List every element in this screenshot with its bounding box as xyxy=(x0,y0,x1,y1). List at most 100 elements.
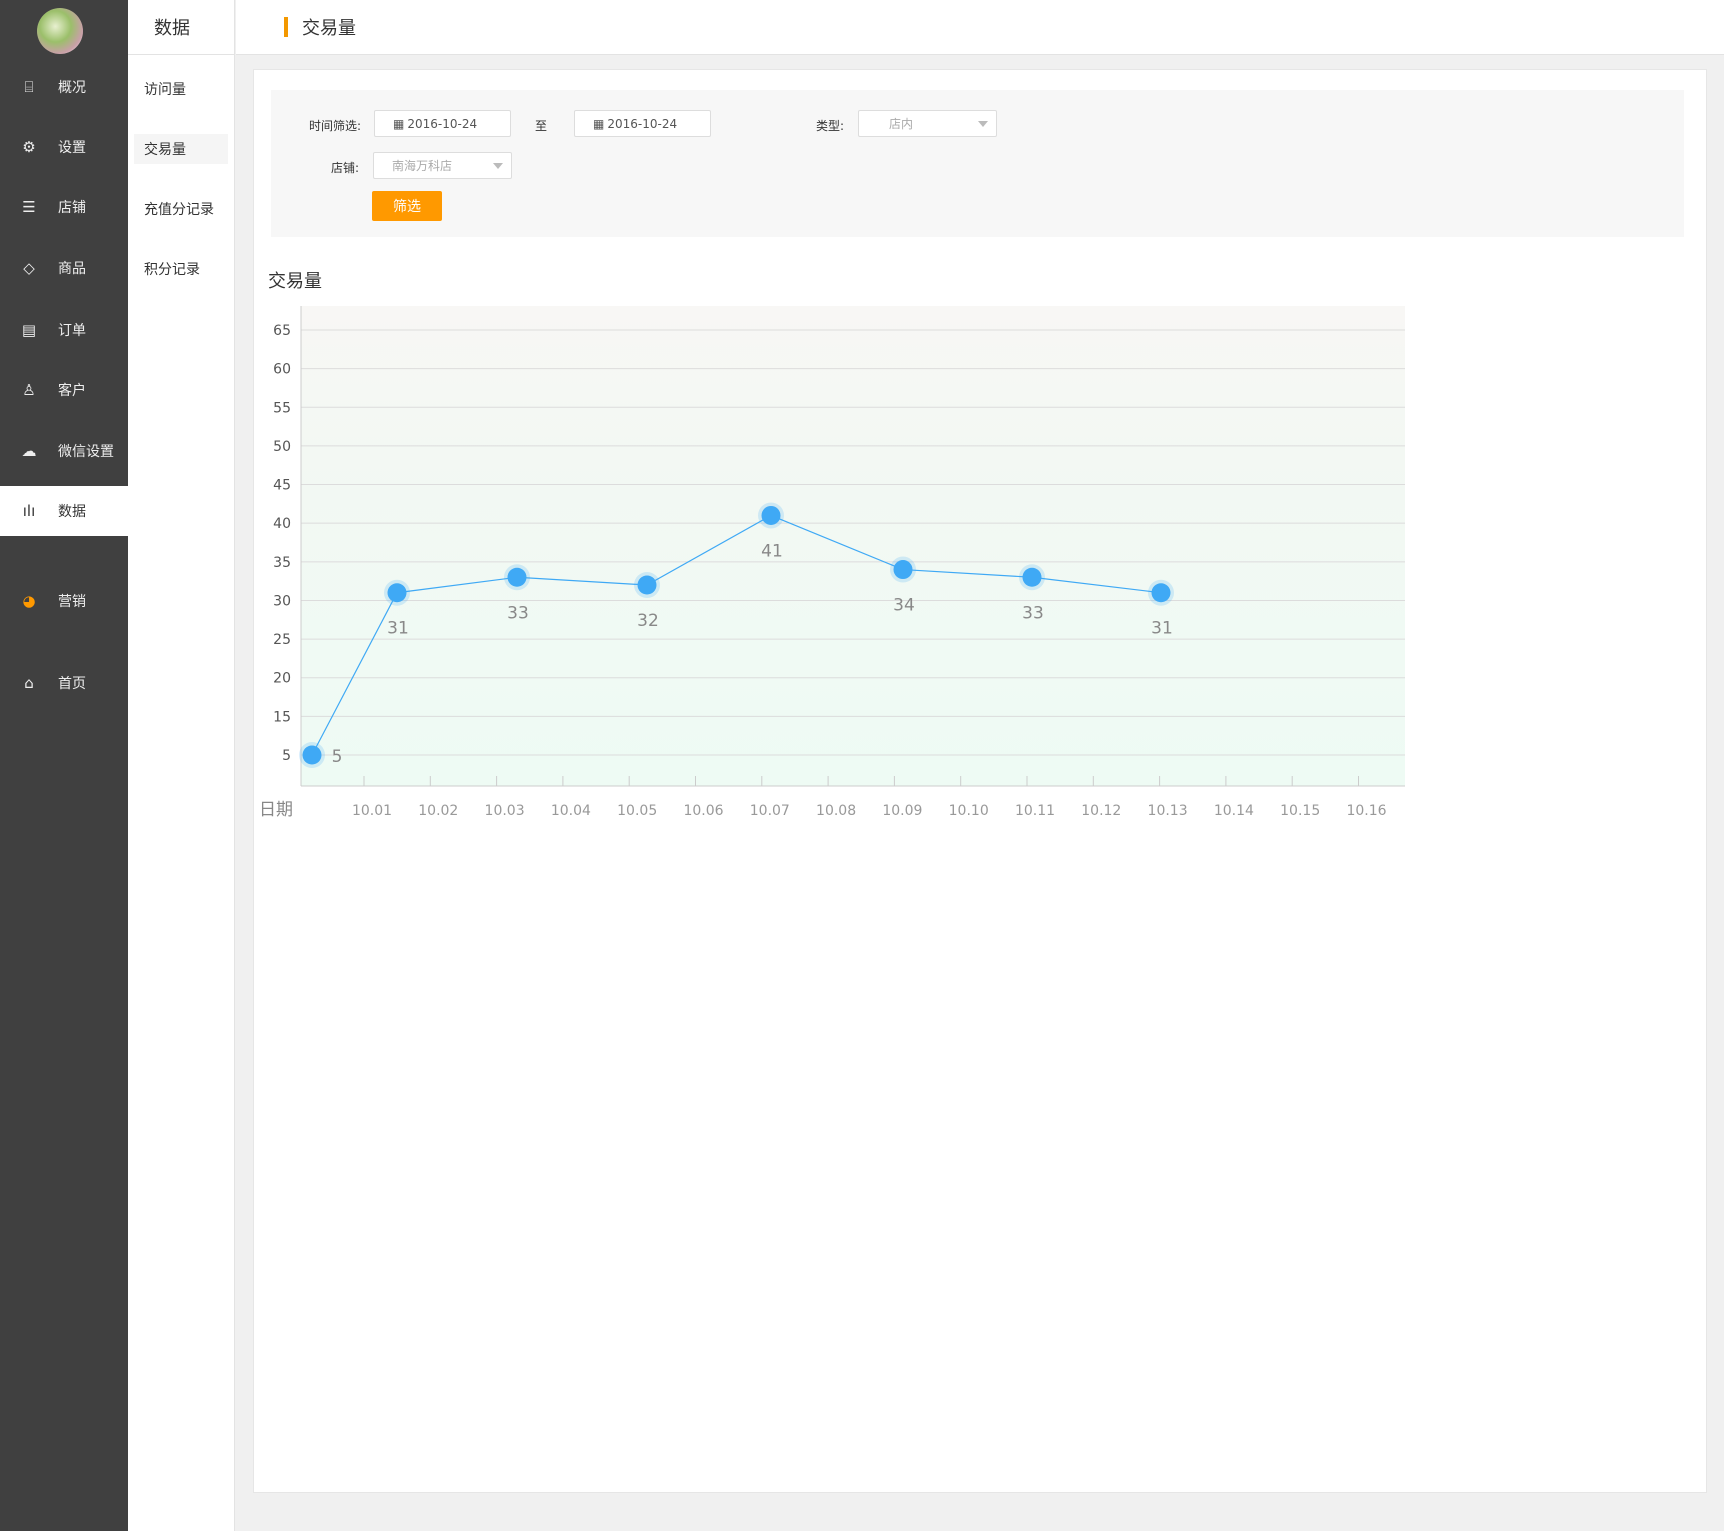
x-tick-label: 10.16 xyxy=(1346,803,1386,819)
x-tick-label: 10.08 xyxy=(816,803,856,819)
y-tick-label: 25 xyxy=(273,632,291,648)
user-icon: ♙ xyxy=(22,381,36,399)
x-tick-label: 10.06 xyxy=(683,803,723,819)
presentation-chart-icon: ⌸ xyxy=(24,78,34,96)
sidebar-item-2[interactable]: ☰ 店铺 xyxy=(0,185,128,229)
y-tick-label: 60 xyxy=(273,362,291,378)
sidebar-item-label: 订单 xyxy=(58,323,86,339)
sidebar-item-label: 营销 xyxy=(58,594,86,610)
sidebar-item-label: 微信设置 xyxy=(58,444,114,460)
data-point[interactable] xyxy=(507,567,527,587)
store-icon: ☰ xyxy=(22,198,36,216)
y-tick-label: 55 xyxy=(273,400,291,416)
data-point[interactable] xyxy=(1022,567,1042,587)
sidebar-item-8[interactable]: ◕ 营销 xyxy=(0,579,128,623)
sidebar-item-3[interactable]: ◇ 商品 xyxy=(0,246,128,290)
x-axis-label: 日期 xyxy=(259,800,293,820)
y-tick-label: 40 xyxy=(273,516,291,532)
data-label: 32 xyxy=(637,611,659,631)
data-label: 31 xyxy=(1151,619,1173,639)
x-tick-label: 10.13 xyxy=(1148,803,1188,819)
sidebar-item-label: 概况 xyxy=(58,80,86,96)
data-point[interactable] xyxy=(893,560,913,580)
pie-icon: ◕ xyxy=(22,592,36,610)
data-label: 41 xyxy=(761,541,783,561)
subnav-item-0[interactable]: 访问量 xyxy=(134,74,228,104)
content-card: 时间筛选: ▦ 2016-10-24 至 ▦ 2016-10-24 类型: 店内 店… xyxy=(253,69,1707,1493)
data-point[interactable] xyxy=(637,575,657,595)
calendar-icon: ▦ xyxy=(393,116,405,131)
x-tick-label: 10.07 xyxy=(750,803,790,819)
plot-area xyxy=(301,306,1405,786)
main-sidebar: ⌸ 概况 ⚙ 设置 ☰ 店铺 ◇ 商品 ▤ 订单 ♙ 客户 ☁ 微信设置 ılı 数据 ◕ 营销 ⌂ 首页 xyxy=(0,0,128,1531)
sidebar-item-5[interactable]: ♙ 客户 xyxy=(0,368,128,412)
data-label: 33 xyxy=(507,603,529,623)
data-point[interactable] xyxy=(302,745,322,765)
data-point[interactable] xyxy=(1151,583,1171,603)
sidebar-item-9[interactable]: ⌂ 首页 xyxy=(0,661,128,705)
accent-bar xyxy=(284,17,288,37)
x-tick-label: 10.09 xyxy=(882,803,922,819)
data-label: 31 xyxy=(387,619,409,639)
x-tick-label: 10.05 xyxy=(617,803,657,819)
x-tick-label: 10.04 xyxy=(551,803,591,819)
line-chart: 5 15 20 25 30 35 40 45 50 55 60 65 日期 10.01 10.02 10.03… xyxy=(259,306,1405,820)
subnav-item-1[interactable]: 交易量 xyxy=(134,134,228,164)
x-tick-label: 10.03 xyxy=(485,803,525,819)
sidebar-item-7[interactable]: ılı 数据 xyxy=(0,486,128,536)
sidebar-item-label: 店铺 xyxy=(58,200,86,216)
data-point[interactable] xyxy=(387,583,407,603)
sidebar-item-0[interactable]: ⌸ 概况 xyxy=(0,65,128,109)
chevron-down-icon xyxy=(978,121,988,127)
store-select[interactable]: 南海万科店 xyxy=(373,152,512,179)
y-tick-label: 65 xyxy=(273,323,291,339)
subnav-item-label: 积分记录 xyxy=(144,262,200,278)
x-tick-label: 10.14 xyxy=(1214,803,1254,819)
page-title: 交易量 xyxy=(302,18,356,39)
y-tick-label: 30 xyxy=(273,593,291,609)
sidebar-item-1[interactable]: ⚙ 设置 xyxy=(0,125,128,169)
filter-button[interactable]: 筛选 xyxy=(372,191,442,221)
end-date-input[interactable]: ▦ 2016-10-24 xyxy=(574,110,711,137)
wechat-icon: ☁ xyxy=(21,442,37,460)
chevron-down-icon xyxy=(493,163,503,169)
type-select[interactable]: 店内 xyxy=(858,110,997,137)
sidebar-item-4[interactable]: ▤ 订单 xyxy=(0,308,128,352)
sidebar-item-label: 客户 xyxy=(58,383,86,399)
sidebar-item-label: 设置 xyxy=(58,140,86,156)
x-tick-label: 10.01 xyxy=(352,803,392,819)
x-tick-label: 10.10 xyxy=(949,803,989,819)
page-header: 交易量 xyxy=(236,0,1724,55)
list-icon: ▤ xyxy=(21,321,37,339)
x-tick-label: 10.15 xyxy=(1280,803,1320,819)
home-icon: ⌂ xyxy=(24,674,34,692)
subnav-item-2[interactable]: 充值分记录 xyxy=(134,194,228,224)
y-tick-label: 45 xyxy=(273,478,291,494)
filter-panel: 时间筛选: ▦ 2016-10-24 至 ▦ 2016-10-24 类型: 店内 店… xyxy=(271,90,1684,237)
tag-icon: ◇ xyxy=(23,259,35,277)
data-label: 33 xyxy=(1022,603,1044,623)
sidebar-item-label: 数据 xyxy=(58,504,86,520)
start-date-input[interactable]: ▦ 2016-10-24 xyxy=(374,110,511,137)
bar-chart-icon: ılı xyxy=(22,502,36,520)
y-tick-label: 50 xyxy=(273,439,291,455)
x-tick-label: 10.02 xyxy=(418,803,458,819)
sidebar-item-label: 首页 xyxy=(58,676,86,692)
subnav-item-label: 交易量 xyxy=(144,142,186,158)
series-line xyxy=(311,514,1162,756)
chart-title: 交易量 xyxy=(268,271,322,292)
store-label: 店铺: xyxy=(331,161,360,175)
y-tick-label: 15 xyxy=(273,709,291,725)
subnav-item-label: 充值分记录 xyxy=(144,202,214,218)
subnav-item-3[interactable]: 积分记录 xyxy=(134,254,228,284)
x-tick-label: 10.11 xyxy=(1015,803,1055,819)
avatar[interactable] xyxy=(37,8,83,54)
sub-navigation: 数据 访问量 交易量 充值分记录 积分记录 xyxy=(128,0,235,1531)
y-tick-label: 35 xyxy=(273,555,291,571)
time-filter-label: 时间筛选: xyxy=(309,119,362,133)
y-tick-label: 20 xyxy=(273,671,291,687)
sidebar-item-6[interactable]: ☁ 微信设置 xyxy=(0,429,128,473)
calendar-icon: ▦ xyxy=(593,116,605,131)
sidebar-item-label: 商品 xyxy=(58,261,86,277)
data-point[interactable] xyxy=(761,505,781,525)
